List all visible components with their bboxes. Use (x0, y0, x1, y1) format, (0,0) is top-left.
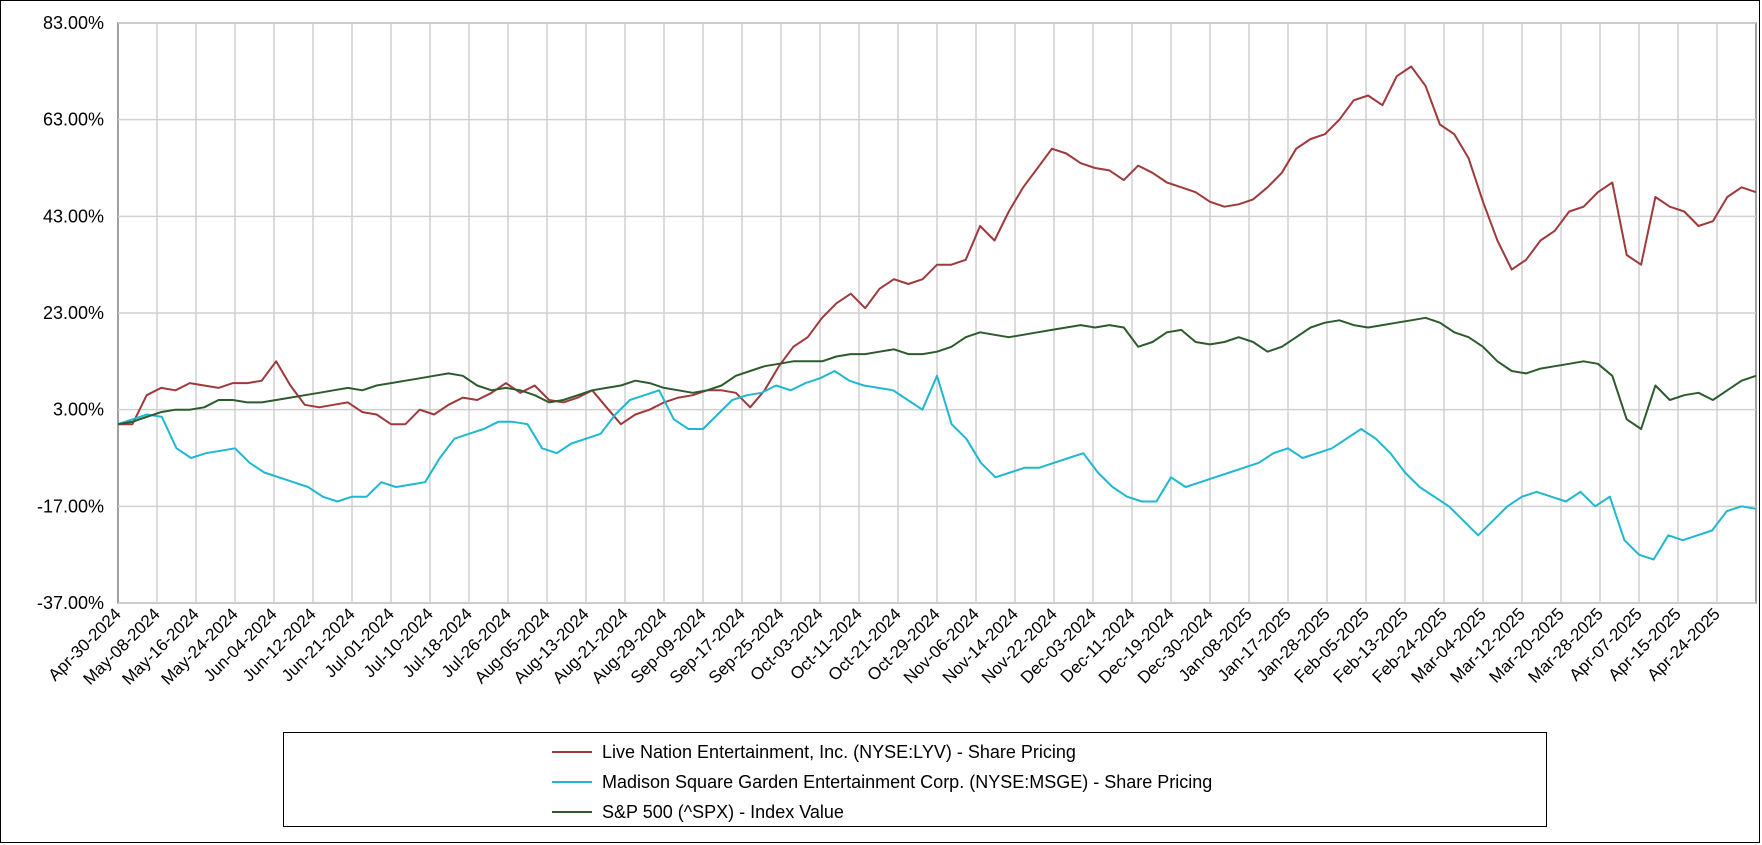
legend-label-msge: Madison Square Garden Entertainment Corp… (602, 771, 1213, 792)
y-tick-label: 83.00% (43, 13, 104, 33)
y-tick-label: 43.00% (43, 206, 104, 226)
line-chart: 83.00% 63.00% 43.00% 23.00% 3.00% -17.00% -37.… (37, 13, 1757, 689)
horizontal-gridlines (118, 22, 1756, 604)
legend: Live Nation Entertainment, Inc. (NYSE:LY… (283, 732, 1547, 827)
y-axis-tick-labels: 83.00% 63.00% 43.00% 23.00% 3.00% -17.00% -37.… (37, 13, 104, 613)
series-line-2 (117, 316, 1757, 430)
legend-swatch-msge (552, 781, 592, 783)
legend-item-msge: Madison Square Garden Entertainment Corp… (552, 771, 1212, 793)
y-tick-label: -37.00% (37, 593, 104, 613)
y-tick-label: 3.00% (53, 400, 104, 420)
y-tick-label: -17.00% (37, 496, 104, 516)
series-line-0 (118, 65, 1757, 426)
x-axis-tick-labels: Apr-30-2024May-08-2024May-16-2024May-24-… (45, 604, 1724, 688)
legend-swatch-spx (552, 811, 592, 813)
legend-label-spx: S&P 500 (^SPX) - Index Value (602, 801, 844, 822)
legend-item-spx: S&P 500 (^SPX) - Index Value (552, 801, 844, 823)
series-line-1 (117, 370, 1757, 561)
legend-item-lyv: Live Nation Entertainment, Inc. (NYSE:LY… (552, 741, 1076, 763)
y-tick-label: 23.00% (43, 303, 104, 323)
legend-label-lyv: Live Nation Entertainment, Inc. (NYSE:LY… (602, 741, 1076, 762)
series-lines (117, 65, 1757, 561)
y-tick-label: 63.00% (43, 110, 104, 130)
legend-swatch-lyv (552, 751, 592, 753)
